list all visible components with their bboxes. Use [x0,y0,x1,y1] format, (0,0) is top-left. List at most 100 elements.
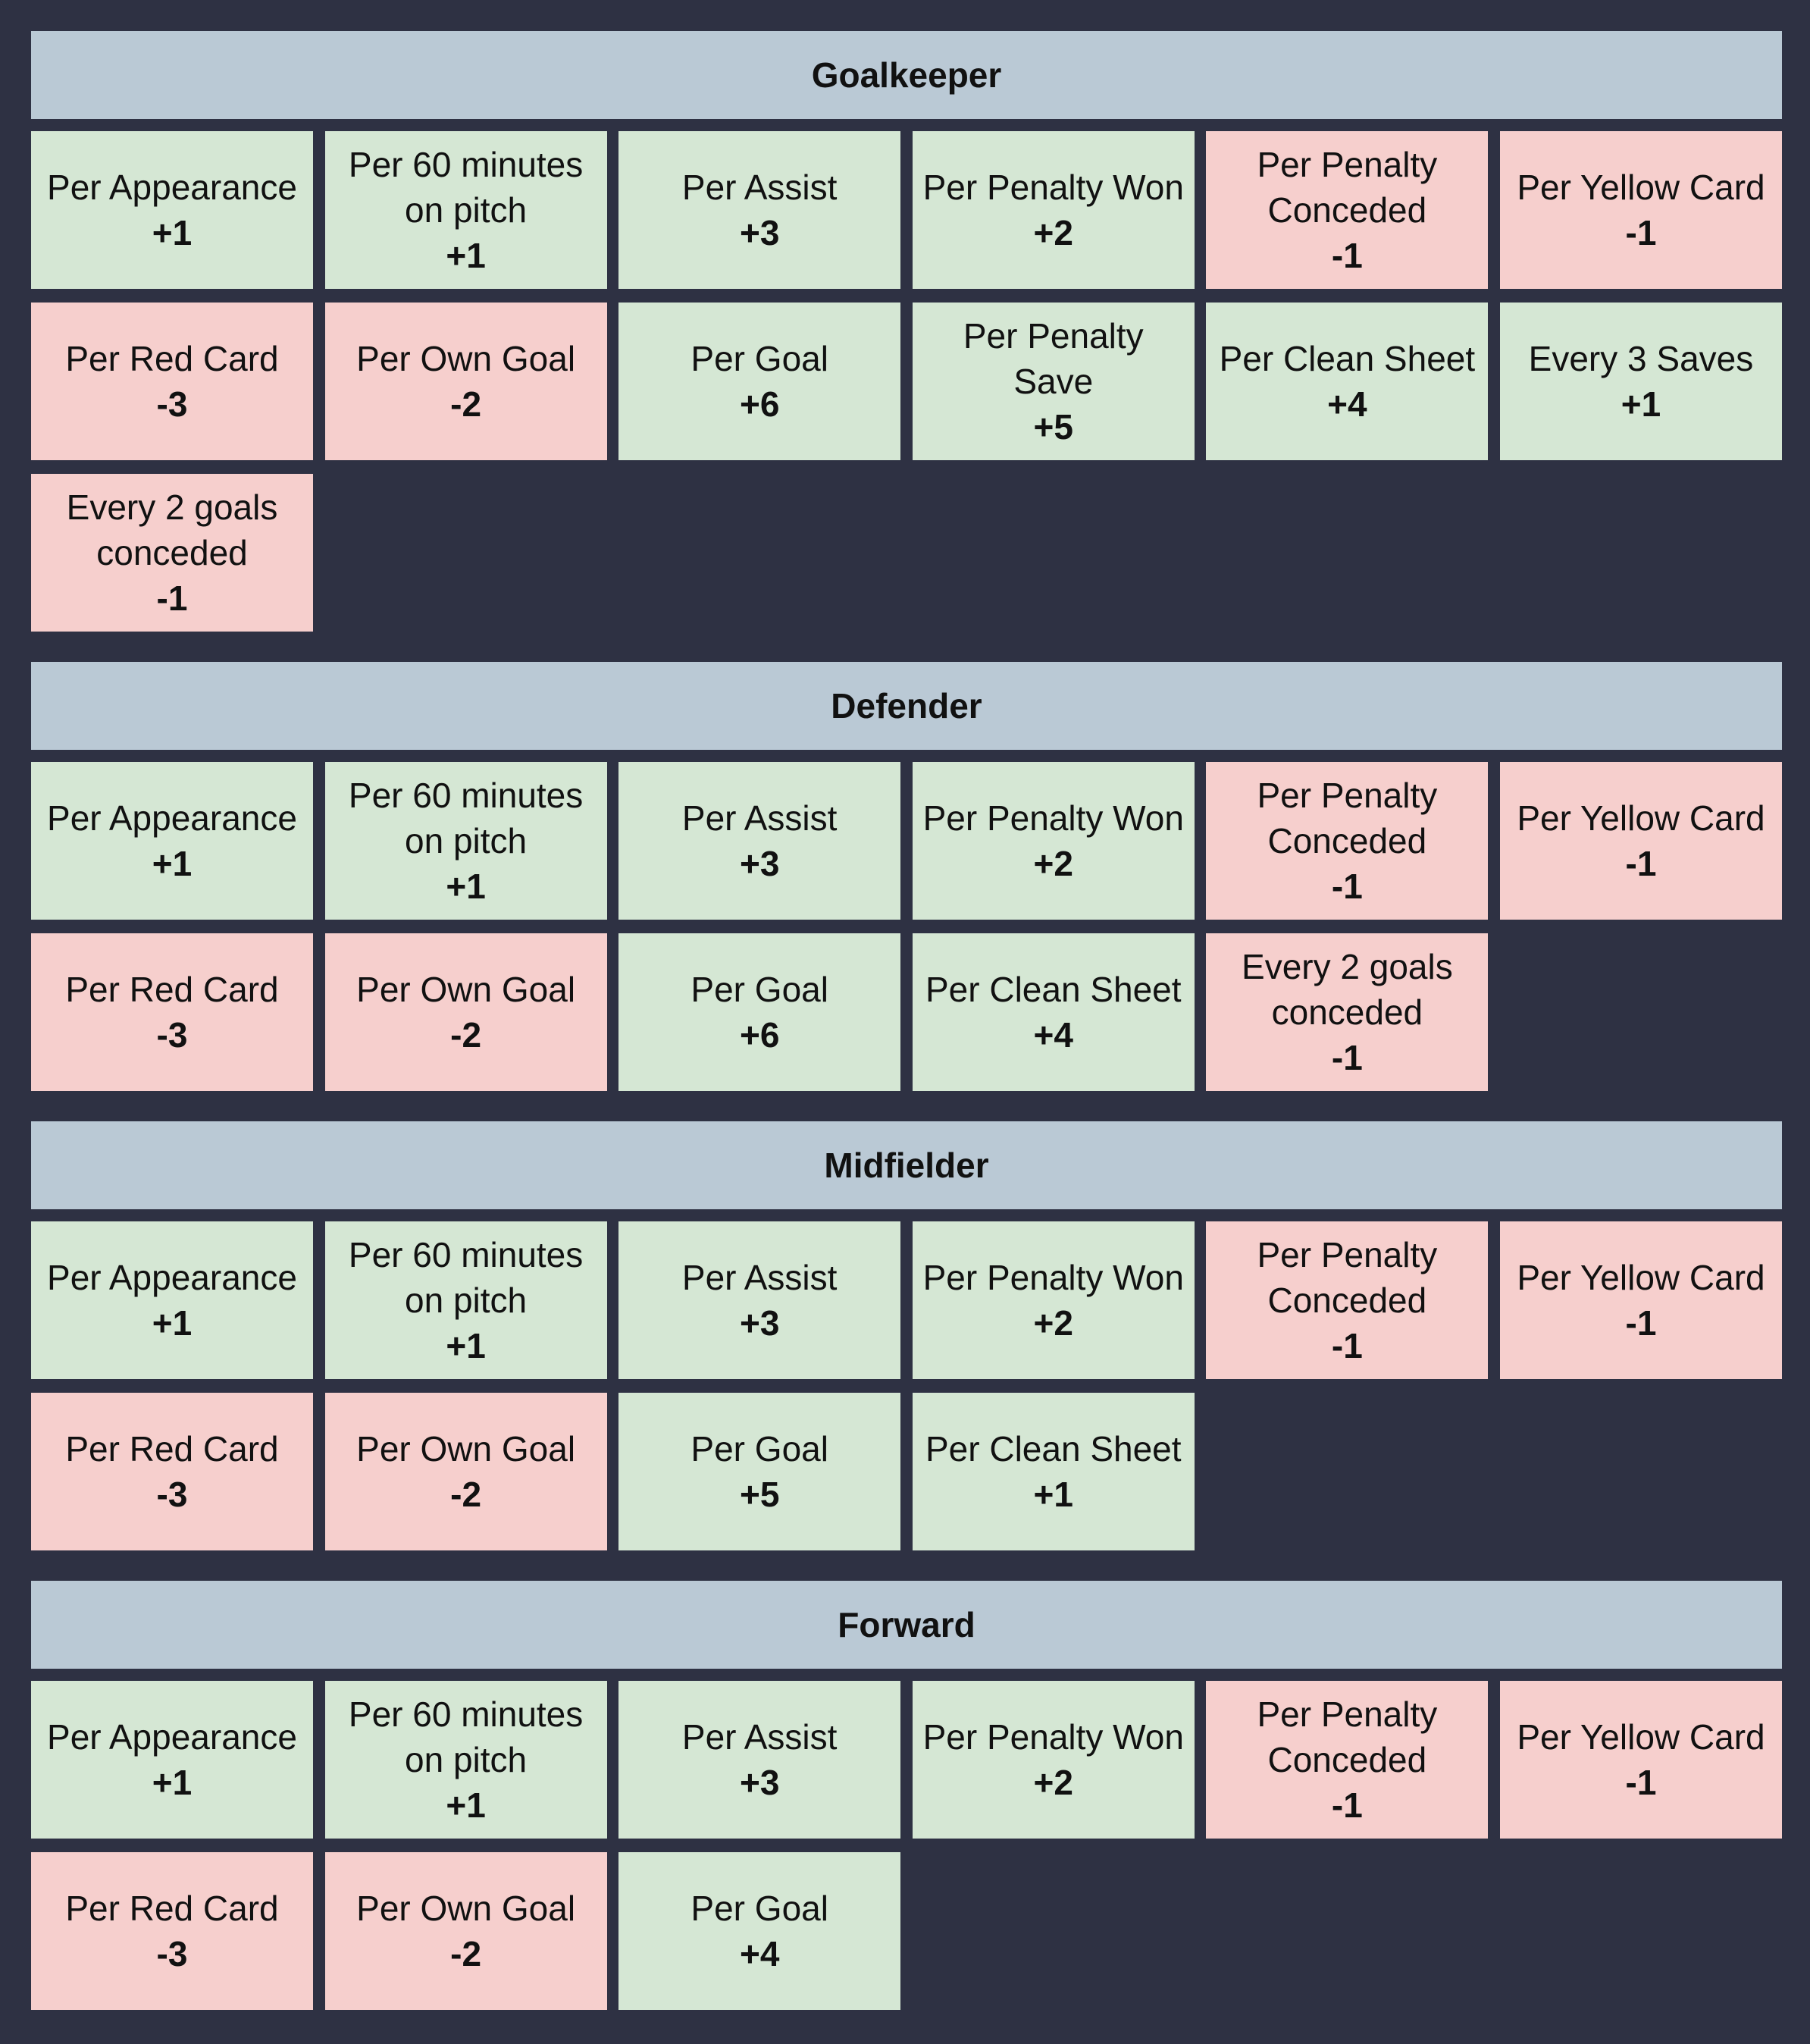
rule-points: -1 [1331,1785,1363,1825]
scoring-rule-card: Per Own Goal -2 [324,303,607,460]
rule-points: +3 [739,213,780,252]
rule-label: Per Red Card [65,339,279,378]
rule-points: -1 [1625,1303,1657,1343]
rule-label: Per Own Goal [356,970,576,1009]
scoring-rule-card: Per Penalty Conceded -1 [1206,1681,1489,1839]
scoring-rule-card: Per Penalty Won +2 [912,1221,1195,1379]
scoring-rule-card: Per Red Card -3 [31,1852,313,2010]
scoring-rule-card: Per Penalty Conceded -1 [1206,762,1489,920]
rule-points: +2 [1033,1763,1073,1802]
rule-points: +4 [1033,1015,1073,1055]
rule-label: Per Assist [681,1717,838,1757]
rule-label: Per Penalty Save [963,316,1144,401]
section-title: Defender [31,662,1782,750]
rule-points: +4 [1327,384,1367,424]
scoring-rule-card: Per Red Card -3 [31,1393,313,1550]
scoring-rule-card: Per Red Card -3 [31,933,313,1091]
rule-points: -1 [1331,867,1363,906]
scoring-rule-card: Per Assist +3 [618,131,901,289]
rule-label: Per Appearance [47,798,297,838]
rule-points: +3 [739,1303,780,1343]
rule-points: +1 [152,213,193,252]
rule-points: +6 [739,1015,780,1055]
rule-label: Per Goal [690,970,828,1009]
scoring-grid: Per Appearance +1 Per 60 minutes on pitch +… [31,131,1782,632]
section-title: Forward [31,1581,1782,1669]
scoring-rule-card: Per Goal +6 [618,933,901,1091]
rule-points: -3 [156,1475,188,1514]
scoring-grid: Per Appearance +1 Per 60 minutes on pitch +… [31,1681,1782,2010]
rule-points: -1 [1625,1763,1657,1802]
rule-label: Per Appearance [47,168,297,207]
rule-points: +2 [1033,1303,1073,1343]
scoring-rule-card: Per Own Goal -2 [324,1393,607,1550]
rule-points: +1 [446,236,486,275]
rule-points: +1 [446,1785,486,1825]
scoring-rule-card: Per Assist +3 [618,762,901,920]
scoring-rule-card: Per 60 minutes on pitch +1 [324,762,607,920]
rule-label: Per 60 minutes on pitch [348,145,584,230]
position-section-forward: Forward Per Appearance +1 Per 60 minutes on… [31,1581,1782,2010]
scoring-rule-card: Per Penalty Won +2 [912,1681,1195,1839]
rule-label: Per Appearance [47,1717,297,1757]
scoring-rule-card: Per Goal +6 [618,303,901,460]
rule-label: Every 2 goals conceded [66,487,278,572]
rule-points: -1 [1625,844,1657,883]
rule-points: +6 [739,384,780,424]
scoring-rule-card: Per Yellow Card -1 [1499,131,1782,289]
rule-points: -1 [1331,236,1363,275]
rule-points: +3 [739,844,780,883]
rule-label: Per Yellow Card [1517,168,1765,207]
scoring-rules-page: Goalkeeper Per Appearance +1 Per 60 minutes… [31,31,1782,2040]
rule-label: Per Yellow Card [1517,798,1765,838]
rule-points: -1 [156,578,188,618]
scoring-rule-card: Per Red Card -3 [31,303,313,460]
rule-label: Per Red Card [65,1429,279,1469]
rule-label: Per Assist [681,168,838,207]
scoring-rule-card: Per Own Goal -2 [324,933,607,1091]
rule-label: Every 3 Saves [1528,339,1754,378]
rule-label: Per Goal [690,339,828,378]
scoring-rule-card: Per Appearance +1 [31,131,313,289]
rule-points: -2 [450,384,482,424]
scoring-grid: Per Appearance +1 Per 60 minutes on pitch +… [31,762,1782,1091]
rule-points: +2 [1033,844,1073,883]
rule-points: +1 [152,844,193,883]
scoring-rule-card: Per Own Goal -2 [324,1852,607,2010]
rule-points: -2 [450,1934,482,1973]
scoring-rule-card: Per Penalty Won +2 [912,131,1195,289]
rule-points: -1 [1331,1038,1363,1077]
scoring-rule-card: Per 60 minutes on pitch +1 [324,131,607,289]
rule-label: Per Red Card [65,1889,279,1928]
rule-label: Per Penalty Won [922,1258,1184,1297]
rule-label: Per Clean Sheet [1219,339,1476,378]
rule-label: Per 60 minutes on pitch [348,1694,584,1779]
rule-points: +5 [1033,407,1073,447]
position-section-goalkeeper: Goalkeeper Per Appearance +1 Per 60 minutes… [31,31,1782,632]
position-section-defender: Defender Per Appearance +1 Per 60 minutes o… [31,662,1782,1091]
rule-label: Per Assist [681,1258,838,1297]
rule-points: +1 [1033,1475,1073,1514]
rule-label: Per Own Goal [356,1429,576,1469]
rule-label: Per Goal [690,1889,828,1928]
rule-points: -3 [156,1934,188,1973]
scoring-rule-card: Per Yellow Card -1 [1499,762,1782,920]
rule-points: -3 [156,384,188,424]
scoring-rule-card: Per Penalty Conceded -1 [1206,1221,1489,1379]
scoring-rule-card: Per Appearance +1 [31,1221,313,1379]
scoring-rule-card: Per Assist +3 [618,1681,901,1839]
scoring-rule-card: Per Clean Sheet +4 [1206,303,1489,460]
scoring-rule-card: Per Goal +4 [618,1852,901,2010]
rule-points: +1 [152,1763,193,1802]
rule-label: Per Appearance [47,1258,297,1297]
scoring-grid: Per Appearance +1 Per 60 minutes on pitch +… [31,1221,1782,1550]
rule-points: +1 [446,1326,486,1365]
rule-label: Per Clean Sheet [925,1429,1182,1469]
rule-points: +3 [739,1763,780,1802]
scoring-rule-card: Per Appearance +1 [31,1681,313,1839]
scoring-rule-card: Per Yellow Card -1 [1499,1681,1782,1839]
scoring-rule-card: Per Yellow Card -1 [1499,1221,1782,1379]
rule-label: Per Penalty Conceded [1257,145,1438,230]
rule-points: -2 [450,1475,482,1514]
rule-label: Per Penalty Conceded [1257,776,1438,861]
